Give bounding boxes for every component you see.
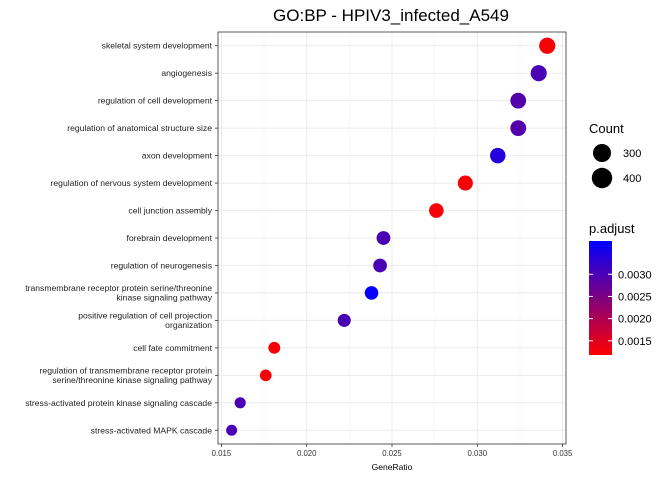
category-label: stress-activated MAPK cascade [91,425,213,435]
category-label: regulation of transmembrane receptor pro… [40,366,213,376]
data-point [530,65,547,82]
category-label: regulation of anatomical structure size [67,123,212,133]
category-label: serine/threonine kinase signaling pathwa… [52,375,212,385]
count-legend-label: 400 [623,173,641,185]
category-label: forebrain development [126,233,212,243]
x-tick-label: 0.015 [212,449,232,458]
category-label: cell fate commitment [133,343,212,353]
chart-title: GO:BP - HPIV3_infected_A549 [273,6,509,25]
category-label: regulation of cell development [98,96,213,106]
count-legend-title: Count [589,121,624,136]
data-point [490,147,506,164]
data-point [226,424,238,436]
x-tick-label: 0.035 [553,449,573,458]
colorbar-label: 0.0015 [618,336,652,348]
data-point [539,37,556,54]
data-point [373,258,387,273]
category-label: cell junction assembly [128,206,212,216]
category-label: positive regulation of cell projection [78,311,212,321]
colorbar-label: 0.0020 [618,314,652,326]
category-label: regulation of neurogenesis [111,260,212,270]
p-adjust-legend-title: p.adjust [589,221,635,236]
data-point [376,231,391,245]
data-point [364,286,379,300]
x-tick-label: 0.030 [468,449,488,458]
x-axis-ticks: 0.015 0.020 0.025 0.030 0.035 [212,444,573,458]
count-legend-symbol [591,167,613,189]
data-point [268,341,281,354]
category-labels: skeletal system development angiogenesis r… [25,41,218,435]
data-point [429,203,444,218]
colorbar-label: 0.0030 [618,269,652,281]
category-label: regulation of nervous system development [51,178,213,188]
p-adjust-legend: p.adjust 0.0030 0.0025 0.0020 0.0015 [589,221,652,355]
category-label: skeletal system development [102,41,213,51]
p-adjust-colorbar [589,241,612,355]
count-legend: Count 300 400 [589,121,641,189]
colorbar-label: 0.0025 [618,291,652,303]
category-label: axon development [142,151,213,161]
data-point [457,175,473,191]
data-point [259,369,272,382]
category-label: transmembrane receptor protein serine/th… [25,283,212,293]
x-tick-label: 0.025 [382,449,402,458]
data-point [337,313,351,327]
data-points [226,37,556,436]
data-point [510,120,527,137]
grid-lines [218,32,566,444]
x-tick-label: 0.020 [297,449,317,458]
x-axis-title: GeneRatio [372,462,413,472]
data-point [510,92,527,109]
category-label: kinase signaling pathway [116,293,212,303]
data-point [234,397,246,409]
category-label: angiogenesis [161,68,212,78]
category-label: stress-activated protein kinase signalin… [25,398,212,408]
count-legend-symbol [593,144,611,162]
category-label: organization [165,320,212,330]
count-legend-label: 300 [623,148,641,160]
